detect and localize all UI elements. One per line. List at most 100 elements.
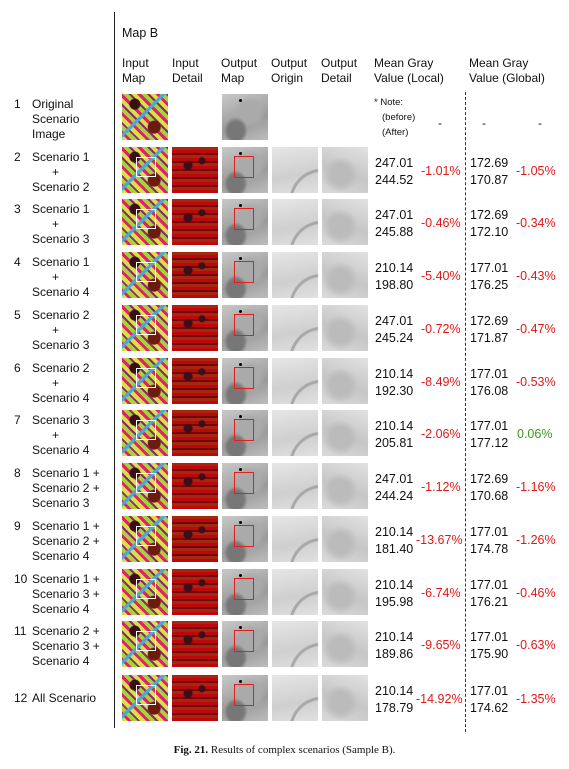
note-line: (before) bbox=[382, 112, 416, 123]
local-after: 198.80 bbox=[375, 278, 414, 292]
selection-box bbox=[136, 209, 156, 229]
output-origin-thumb bbox=[272, 516, 318, 562]
local-before: 210.14 bbox=[375, 578, 414, 592]
local-change: -14.92% bbox=[416, 692, 463, 706]
highlight-box bbox=[234, 472, 254, 494]
selection-box bbox=[136, 157, 156, 177]
marker-dot bbox=[239, 626, 242, 629]
note-line: * Note: bbox=[374, 97, 404, 108]
local-change: -8.49% bbox=[421, 375, 461, 389]
global-change: -1.35% bbox=[516, 692, 556, 706]
note: * Note: (before) (After) bbox=[374, 95, 415, 140]
local-after: 195.98 bbox=[375, 595, 414, 609]
row-label-line: Scenario 4 bbox=[32, 549, 90, 563]
header-line: Detail bbox=[172, 71, 203, 85]
output-map-thumb bbox=[222, 621, 268, 667]
input-detail-thumb bbox=[172, 675, 218, 721]
global-after: 174.78 bbox=[470, 542, 509, 556]
row-label-line: Scenario 2 + bbox=[32, 481, 100, 495]
dashed-divider bbox=[465, 92, 466, 732]
input-map-thumb bbox=[122, 94, 168, 140]
row-label-line: Scenario 1 bbox=[32, 150, 90, 164]
highlight-box bbox=[234, 367, 254, 389]
local-change: -1.12% bbox=[421, 480, 461, 494]
local-values: 247.01 244.52 bbox=[375, 155, 413, 189]
header-output-origin: Output Origin bbox=[271, 56, 307, 86]
header-line: Map bbox=[221, 71, 245, 85]
row-label: 3 Scenario 1 + Scenario 3 bbox=[14, 202, 114, 247]
marker-dot bbox=[239, 521, 242, 524]
header-line: Output bbox=[271, 56, 308, 70]
empty-value: - bbox=[438, 116, 442, 130]
selection-box bbox=[136, 420, 156, 440]
row-label-line: Scenario 3 + bbox=[32, 587, 100, 601]
local-values: 247.01 244.24 bbox=[375, 471, 413, 505]
output-map-thumb bbox=[222, 305, 268, 351]
local-change: -6.74% bbox=[421, 586, 461, 600]
global-before: 172.69 bbox=[470, 208, 509, 222]
row-label: 2 Scenario 1 + Scenario 2 bbox=[14, 150, 114, 195]
row-label: 12 All Scenario bbox=[14, 691, 114, 706]
global-before: 177.01 bbox=[470, 367, 509, 381]
header-line: Mean Gray bbox=[374, 56, 434, 70]
local-before: 247.01 bbox=[375, 208, 414, 222]
row-label: 9 Scenario 1 + Scenario 2 + Scenario 4 bbox=[14, 519, 114, 564]
output-map-thumb bbox=[222, 94, 268, 140]
local-before: 210.14 bbox=[375, 367, 414, 381]
input-map-thumb bbox=[122, 621, 168, 667]
input-detail-thumb bbox=[172, 358, 218, 404]
local-values: 210.14 195.98 bbox=[375, 577, 413, 611]
output-detail-thumb bbox=[322, 252, 368, 298]
output-detail-thumb bbox=[322, 358, 368, 404]
header-line: Input bbox=[122, 56, 149, 70]
local-before: 247.01 bbox=[375, 156, 414, 170]
input-detail-thumb bbox=[172, 252, 218, 298]
local-after: 181.40 bbox=[375, 542, 414, 556]
caption-text: Results of complex scenarios (Sample B). bbox=[210, 744, 396, 756]
input-detail-thumb bbox=[172, 199, 218, 245]
local-before: 210.14 bbox=[375, 419, 414, 433]
output-map-thumb bbox=[222, 410, 268, 456]
global-after: 170.68 bbox=[470, 489, 509, 503]
output-origin-thumb bbox=[272, 305, 318, 351]
output-map-thumb bbox=[222, 675, 268, 721]
input-detail-thumb bbox=[172, 305, 218, 351]
global-change: -1.05% bbox=[516, 164, 556, 178]
local-values: 210.14 198.80 bbox=[375, 260, 413, 294]
row-number: 9 bbox=[14, 519, 21, 533]
selection-box bbox=[136, 262, 156, 282]
global-values: 177.01 177.12 bbox=[470, 418, 508, 452]
global-before: 177.01 bbox=[470, 419, 509, 433]
input-detail-thumb bbox=[172, 516, 218, 562]
row-label-line: All Scenario bbox=[32, 691, 97, 705]
global-after: 175.90 bbox=[470, 647, 509, 661]
output-origin-thumb bbox=[272, 252, 318, 298]
header-line: Map bbox=[122, 71, 146, 85]
output-detail-thumb bbox=[322, 569, 368, 615]
global-change: -1.16% bbox=[516, 480, 556, 494]
output-detail-thumb bbox=[322, 305, 368, 351]
local-change: -1.01% bbox=[421, 164, 461, 178]
row-label-line: Scenario 4 bbox=[32, 602, 90, 616]
row-number: 2 bbox=[14, 150, 21, 164]
local-before: 210.14 bbox=[375, 525, 414, 539]
output-map-thumb bbox=[222, 147, 268, 193]
row-label-line: Image bbox=[32, 127, 66, 141]
row-label: 5 Scenario 2 + Scenario 3 bbox=[14, 308, 114, 353]
header-line: Value (Local) bbox=[374, 71, 444, 85]
input-detail-thumb bbox=[172, 147, 218, 193]
global-after: 170.87 bbox=[470, 173, 509, 187]
row-number: 11 bbox=[14, 624, 27, 638]
highlight-box bbox=[234, 208, 254, 230]
input-map-thumb bbox=[122, 569, 168, 615]
local-after: 178.79 bbox=[375, 701, 414, 715]
input-map-thumb bbox=[122, 410, 168, 456]
local-after: 244.24 bbox=[375, 489, 414, 503]
output-origin-thumb bbox=[272, 199, 318, 245]
output-origin-thumb bbox=[272, 621, 318, 667]
marker-dot bbox=[239, 310, 242, 313]
row-number: 1 bbox=[14, 97, 21, 111]
local-before: 210.14 bbox=[375, 261, 414, 275]
row-label: 6 Scenario 2 + Scenario 4 bbox=[14, 361, 114, 406]
figure-caption: Fig. 21. Results of complex scenarios (S… bbox=[0, 744, 569, 756]
